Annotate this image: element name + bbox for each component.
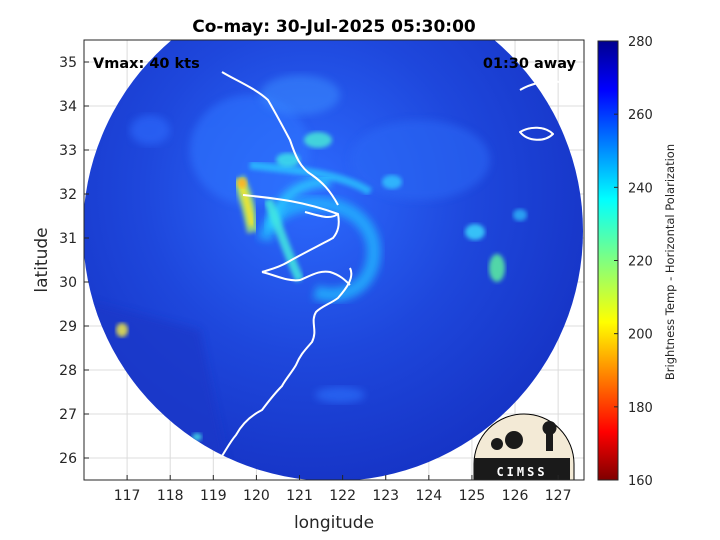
y-tick-label: 30	[59, 275, 77, 291]
colorbar-label: Brightness Temp - Horizontal Polarizatio…	[663, 144, 677, 380]
y-tick-label: 28	[59, 363, 77, 379]
y-tick-label: 29	[59, 319, 77, 335]
x-tick-label: 127	[545, 488, 572, 504]
x-axis-ticks: 117 118 119 120 121 122 123 124 125 126 127	[114, 475, 572, 504]
x-tick-label: 118	[157, 488, 184, 504]
colorbar-tick-label: 280	[628, 35, 653, 50]
y-tick-label: 32	[59, 187, 77, 203]
y-tick-label: 33	[59, 143, 77, 159]
x-tick-label: 126	[502, 488, 529, 504]
x-tick-label: 125	[459, 488, 486, 504]
colorbar: 280 260 240 220 200 180 160 Brightness Temp - …	[597, 35, 677, 489]
x-tick-label: 124	[415, 488, 442, 504]
x-tick-label: 119	[200, 488, 227, 504]
y-tick-label: 34	[59, 99, 77, 115]
colorbar-tick-label: 160	[628, 474, 653, 489]
logo-text: CIMSS	[496, 465, 547, 479]
y-tick-label: 31	[59, 231, 77, 247]
x-tick-label: 121	[286, 488, 313, 504]
y-tick-label: 27	[59, 407, 77, 423]
x-tick-label: 123	[372, 488, 399, 504]
colorbar-tick-label: 220	[628, 255, 653, 270]
x-tick-label: 122	[329, 488, 356, 504]
y-tick-label: 35	[59, 55, 77, 71]
x-tick-label: 117	[114, 488, 141, 504]
time-away-label: 01:30 away	[483, 56, 577, 72]
colorbar-tick-label: 240	[628, 181, 653, 196]
x-tick-label: 120	[243, 488, 270, 504]
y-axis-label: latitude	[32, 227, 52, 292]
microwave-swath: CIMSS	[84, 40, 583, 480]
colorbar-ticks: 280 260 240 220 200 180 160	[614, 35, 653, 489]
plot-title: Co-may: 30-Jul-2025 05:30:00	[192, 17, 476, 37]
y-axis-ticks: 35 34 33 32 31 30 29 28 27 26	[59, 55, 89, 467]
colorbar-tick-label: 180	[628, 401, 653, 416]
x-axis-label: longitude	[294, 513, 374, 533]
vmax-label: Vmax: 40 kts	[93, 56, 200, 72]
cimss-logo: CIMSS	[473, 413, 575, 480]
plot-area: CIMSS 117 118 119 120 121 122 123 124 125 126 127 …	[59, 39, 585, 504]
y-tick-label: 26	[59, 451, 77, 467]
coastline	[221, 71, 575, 457]
colorbar-tick-label: 200	[628, 328, 653, 343]
colorbar-tick-label: 260	[628, 108, 653, 123]
